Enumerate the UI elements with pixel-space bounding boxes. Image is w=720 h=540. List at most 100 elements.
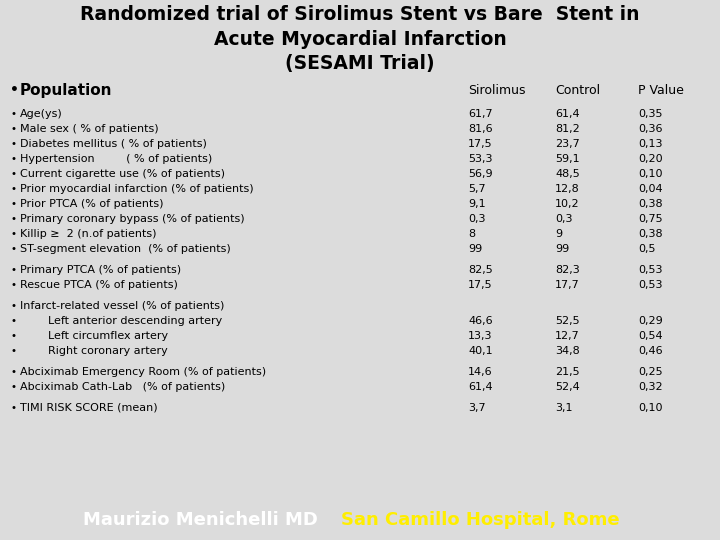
Text: Left anterior descending artery: Left anterior descending artery — [20, 316, 222, 326]
Text: 23,7: 23,7 — [555, 139, 580, 149]
Text: 99: 99 — [555, 244, 570, 254]
Text: •: • — [10, 199, 16, 209]
Text: 3,7: 3,7 — [468, 403, 485, 413]
Text: •: • — [10, 403, 16, 413]
Text: 82,3: 82,3 — [555, 265, 580, 275]
Text: •: • — [10, 346, 16, 356]
Text: 34,8: 34,8 — [555, 346, 580, 356]
Text: Infarct-related vessel (% of patients): Infarct-related vessel (% of patients) — [20, 301, 225, 311]
Text: Rescue PTCA (% of patients): Rescue PTCA (% of patients) — [20, 280, 178, 290]
Text: 81,6: 81,6 — [468, 124, 492, 134]
Text: •: • — [10, 184, 16, 194]
Text: Current cigarette use (% of patients): Current cigarette use (% of patients) — [20, 169, 225, 179]
Text: •: • — [10, 382, 16, 392]
Text: •: • — [10, 154, 16, 164]
Text: Diabetes mellitus ( % of patients): Diabetes mellitus ( % of patients) — [20, 139, 207, 149]
Text: 46,6: 46,6 — [468, 316, 492, 326]
Text: 81,2: 81,2 — [555, 124, 580, 134]
Text: Primary coronary bypass (% of patients): Primary coronary bypass (% of patients) — [20, 214, 245, 224]
Text: Killip ≥  2 (n.of patients): Killip ≥ 2 (n.of patients) — [20, 229, 156, 239]
Text: 0,29: 0,29 — [638, 316, 662, 326]
Text: •: • — [10, 109, 16, 119]
Text: Age(ys): Age(ys) — [20, 109, 63, 119]
Text: 17,5: 17,5 — [468, 139, 492, 149]
Text: Hypertension         ( % of patients): Hypertension ( % of patients) — [20, 154, 212, 164]
Text: 61,4: 61,4 — [468, 382, 492, 392]
Text: 0,53: 0,53 — [638, 265, 662, 275]
Text: 56,9: 56,9 — [468, 169, 492, 179]
Text: •: • — [10, 301, 16, 311]
Text: •: • — [10, 124, 16, 134]
Text: 0,46: 0,46 — [638, 346, 662, 356]
Text: 0,32: 0,32 — [638, 382, 662, 392]
Text: Primary PTCA (% of patients): Primary PTCA (% of patients) — [20, 265, 181, 275]
Text: 0,25: 0,25 — [638, 367, 662, 377]
Text: 12,7: 12,7 — [555, 331, 580, 341]
Text: Male sex ( % of patients): Male sex ( % of patients) — [20, 124, 158, 134]
Text: 0,75: 0,75 — [638, 214, 662, 224]
Text: 0,04: 0,04 — [638, 184, 662, 194]
Text: TIMI RISK SCORE (mean): TIMI RISK SCORE (mean) — [20, 403, 158, 413]
Text: 3,1: 3,1 — [555, 403, 572, 413]
Text: Abciximab Cath-Lab   (% of patients): Abciximab Cath-Lab (% of patients) — [20, 382, 225, 392]
Text: 52,4: 52,4 — [555, 382, 580, 392]
Text: •: • — [10, 83, 19, 97]
Text: •: • — [10, 280, 16, 290]
Text: 99: 99 — [468, 244, 482, 254]
Text: P Value: P Value — [638, 84, 684, 97]
Text: •: • — [10, 367, 16, 377]
Text: •: • — [10, 244, 16, 254]
Text: 0,53: 0,53 — [638, 280, 662, 290]
Text: •: • — [10, 169, 16, 179]
Text: 61,4: 61,4 — [555, 109, 580, 119]
Text: 0,20: 0,20 — [638, 154, 662, 164]
Text: 8: 8 — [468, 229, 475, 239]
Text: 53,3: 53,3 — [468, 154, 492, 164]
Text: Population: Population — [20, 83, 112, 98]
Text: 0,3: 0,3 — [468, 214, 485, 224]
Text: Control: Control — [555, 84, 600, 97]
Text: •: • — [10, 316, 16, 326]
Text: 61,7: 61,7 — [468, 109, 492, 119]
Text: 0,3: 0,3 — [555, 214, 572, 224]
Text: Maurizio Menichelli MD: Maurizio Menichelli MD — [83, 511, 318, 529]
Text: Abciximab Emergency Room (% of patients): Abciximab Emergency Room (% of patients) — [20, 367, 266, 377]
Text: •: • — [10, 214, 16, 224]
Text: 21,5: 21,5 — [555, 367, 580, 377]
Text: 52,5: 52,5 — [555, 316, 580, 326]
Text: 0,5: 0,5 — [638, 244, 655, 254]
Text: 0,10: 0,10 — [638, 403, 662, 413]
Text: Right coronary artery: Right coronary artery — [20, 346, 168, 356]
Text: 9: 9 — [555, 229, 562, 239]
Text: •: • — [10, 265, 16, 275]
Text: (SESAMI Trial): (SESAMI Trial) — [285, 54, 435, 73]
Text: 0,38: 0,38 — [638, 229, 662, 239]
Text: 48,5: 48,5 — [555, 169, 580, 179]
Text: 0,54: 0,54 — [638, 331, 662, 341]
Text: Prior myocardial infarction (% of patients): Prior myocardial infarction (% of patien… — [20, 184, 253, 194]
Text: 5,7: 5,7 — [468, 184, 485, 194]
Text: Left circumflex artery: Left circumflex artery — [20, 331, 168, 341]
Text: •: • — [10, 229, 16, 239]
Text: 9,1: 9,1 — [468, 199, 485, 209]
Text: 0,10: 0,10 — [638, 169, 662, 179]
Text: 0,13: 0,13 — [638, 139, 662, 149]
Text: 17,5: 17,5 — [468, 280, 492, 290]
Text: San Camillo Hospital, Rome: San Camillo Hospital, Rome — [341, 511, 619, 529]
Text: 13,3: 13,3 — [468, 331, 492, 341]
Text: 17,7: 17,7 — [555, 280, 580, 290]
Text: Acute Myocardial Infarction: Acute Myocardial Infarction — [214, 30, 506, 49]
Text: ST-segment elevation  (% of patients): ST-segment elevation (% of patients) — [20, 244, 230, 254]
Text: 82,5: 82,5 — [468, 265, 492, 275]
Text: 0,38: 0,38 — [638, 199, 662, 209]
Text: 59,1: 59,1 — [555, 154, 580, 164]
Text: 12,8: 12,8 — [555, 184, 580, 194]
Text: •: • — [10, 331, 16, 341]
Text: Sirolimus: Sirolimus — [468, 84, 526, 97]
Text: 0,36: 0,36 — [638, 124, 662, 134]
Text: 40,1: 40,1 — [468, 346, 492, 356]
Text: 10,2: 10,2 — [555, 199, 580, 209]
Text: 0,35: 0,35 — [638, 109, 662, 119]
Text: 14,6: 14,6 — [468, 367, 492, 377]
Text: Randomized trial of Sirolimus Stent vs Bare  Stent in: Randomized trial of Sirolimus Stent vs B… — [80, 5, 640, 24]
